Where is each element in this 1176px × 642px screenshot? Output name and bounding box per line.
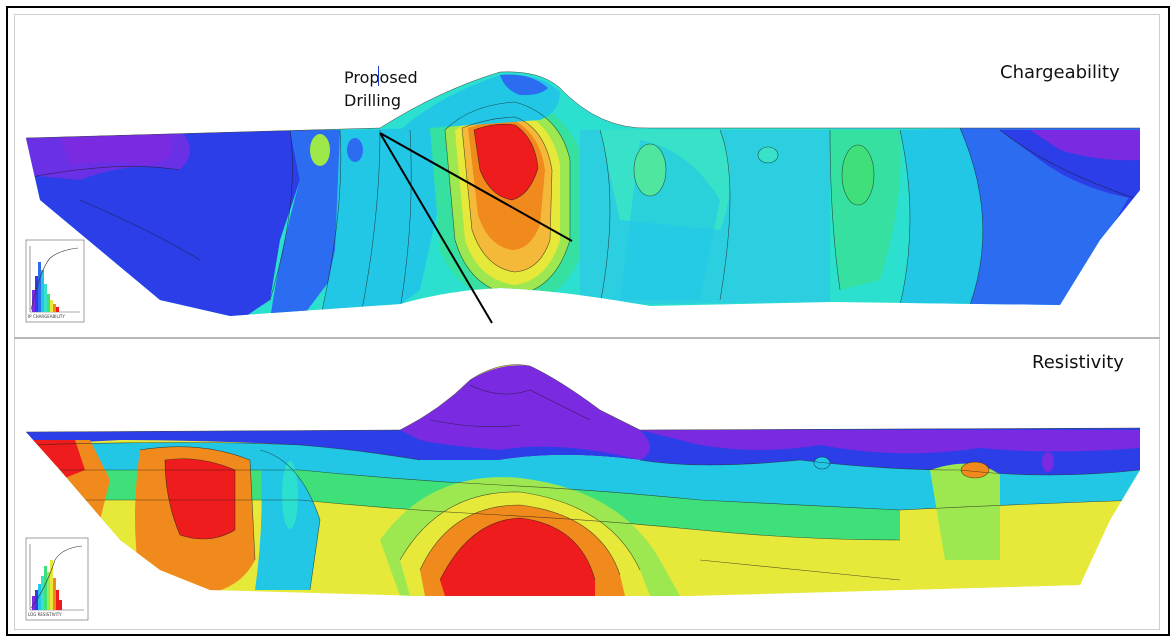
text-cursor	[378, 66, 379, 86]
figure-inner-border	[14, 14, 1160, 630]
drill-line-angled	[379, 132, 573, 242]
drill-line-steep	[379, 132, 493, 324]
proposed-drilling-line1: Proposed	[344, 68, 418, 87]
chargeability-histogram	[25, 239, 85, 323]
chargeability-title: Chargeability	[1000, 62, 1120, 83]
resistivity-histogram	[25, 537, 89, 621]
section-divider	[14, 337, 1160, 339]
chargeability-section	[26, 71, 1140, 316]
resistivity-histogram-caption: LOG RESISTIVITY	[28, 612, 62, 617]
chargeability-histogram-caption: IP CHARGEABILITY	[28, 314, 65, 319]
proposed-drilling-line2: Drilling	[344, 91, 401, 110]
proposed-drilling-label: Proposed Drilling	[344, 66, 418, 112]
resistivity-section	[26, 364, 1140, 596]
resistivity-title: Resistivity	[1032, 352, 1124, 373]
